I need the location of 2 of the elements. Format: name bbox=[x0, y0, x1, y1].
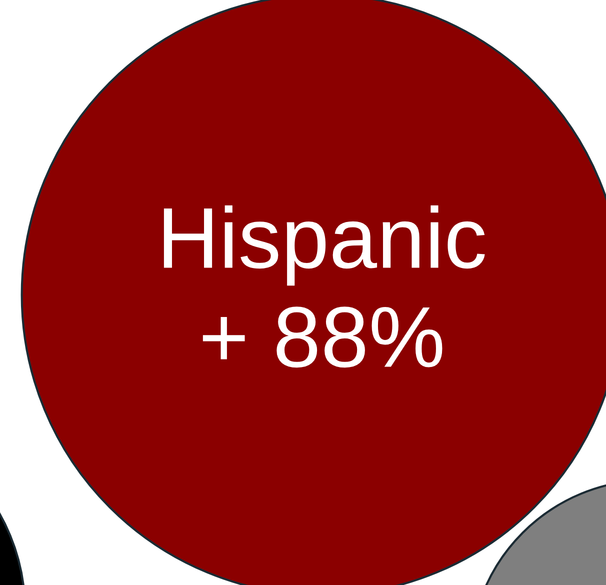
data-label: + 88% bbox=[202, 306, 442, 368]
category-label: Hispanic bbox=[164, 205, 485, 286]
